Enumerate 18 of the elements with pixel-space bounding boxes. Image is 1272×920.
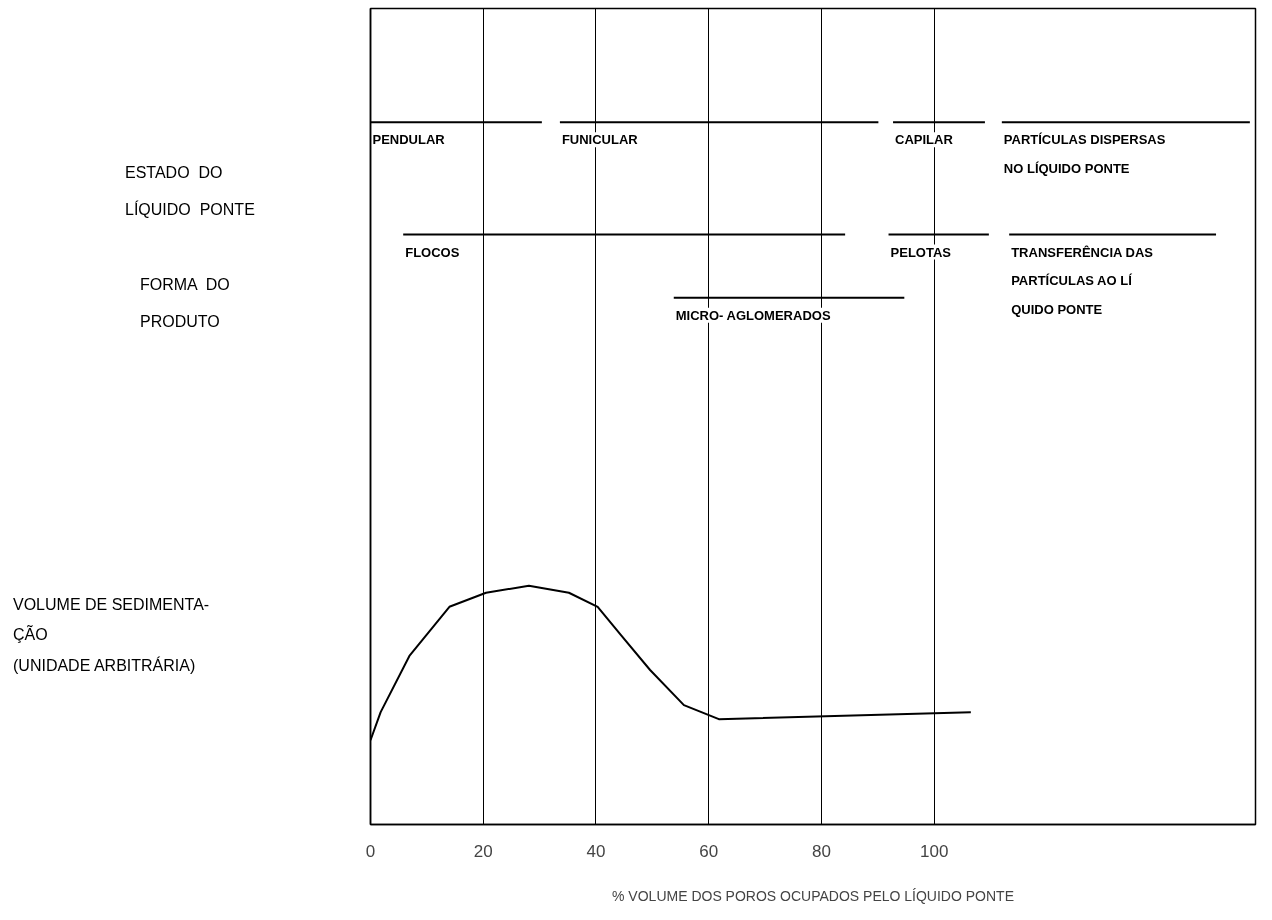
series-label: PENDULAR	[372, 132, 446, 148]
series-label: CAPILAR	[895, 132, 954, 148]
text: VOLUME DE SEDIMENTA- ÇÃO (UNIDADE ARBITRÁRIA)	[13, 595, 210, 676]
x-tick-label: 100	[920, 841, 949, 861]
series-label: TRANSFERÊNCIA DAS PARTÍCULAS AO LÍ QUIDO PONTE	[1011, 244, 1154, 317]
text: ESTADO DO LÍQUIDO PONTE	[125, 164, 255, 218]
x-tick-label: 40	[586, 841, 606, 861]
x-tick-label: 80	[812, 841, 831, 861]
text: FORMA DO PRODUTO	[140, 276, 230, 330]
x-tick-label: 60	[699, 841, 719, 861]
x-axis-title: % VOLUME DOS POROS OCUPADOS PELO LÍQUIDO PONTE	[612, 887, 1014, 904]
series-label: FLOCOS	[405, 244, 460, 260]
series-label: FUNICULAR	[561, 132, 639, 148]
series-label: PELOTAS	[890, 244, 952, 260]
x-tick-label: 0	[365, 841, 376, 861]
series-label: MICRO- AGLOMERADOS	[675, 307, 831, 323]
x-tick-label: 20	[473, 841, 493, 861]
series-label: PARTÍCULAS DISPERSAS NO LÍQUIDO PONTE	[1003, 132, 1166, 176]
